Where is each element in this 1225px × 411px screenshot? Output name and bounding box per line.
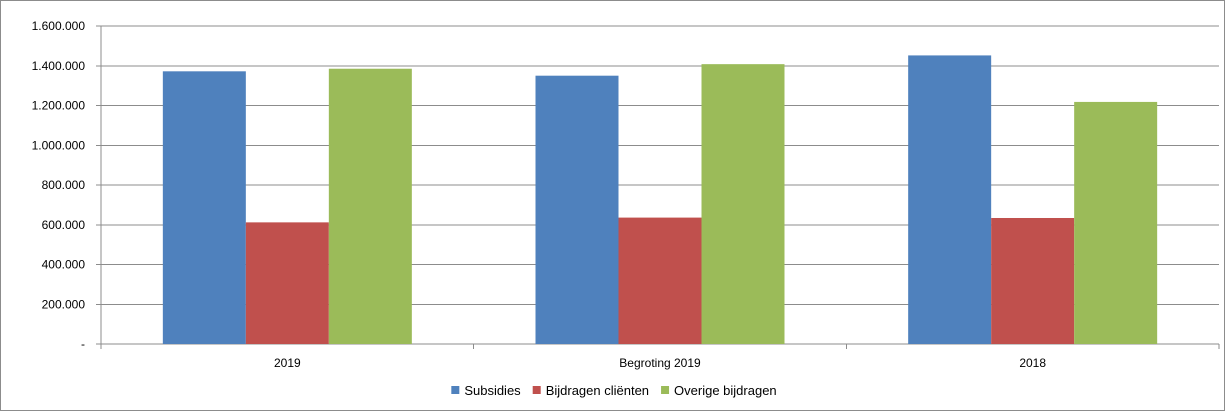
bar	[991, 217, 1075, 344]
x-tick-label: Begroting 2019	[619, 356, 701, 370]
legend-label: Overige bijdragen	[674, 383, 777, 398]
bar	[618, 217, 702, 344]
y-tick-label: 600.000	[42, 218, 86, 232]
bar	[701, 64, 785, 344]
legend-swatch	[532, 386, 541, 394]
bar	[245, 222, 329, 344]
bar	[328, 68, 412, 344]
x-tick-label: 2018	[1019, 356, 1046, 370]
legend-swatch	[661, 386, 670, 394]
y-tick-label: 200.000	[42, 297, 86, 311]
bar	[162, 71, 246, 344]
legend-label: Bijdragen cliënten	[546, 383, 649, 398]
y-tick-label: 1.200.000	[32, 99, 86, 113]
y-tick-label: 800.000	[42, 178, 86, 192]
y-tick-label: 400.000	[42, 258, 86, 272]
x-tick-label: 2019	[274, 356, 301, 370]
bar	[1074, 101, 1158, 344]
y-tick-label: 1.600.000	[32, 19, 86, 33]
y-tick-label: 1.000.000	[32, 138, 86, 152]
y-tick-label: -	[81, 337, 85, 351]
legend-swatch	[451, 386, 460, 394]
bar	[535, 75, 619, 344]
y-tick-label: 1.400.000	[32, 59, 86, 73]
legend-label: Subsidies	[464, 383, 521, 398]
bar	[908, 55, 992, 344]
